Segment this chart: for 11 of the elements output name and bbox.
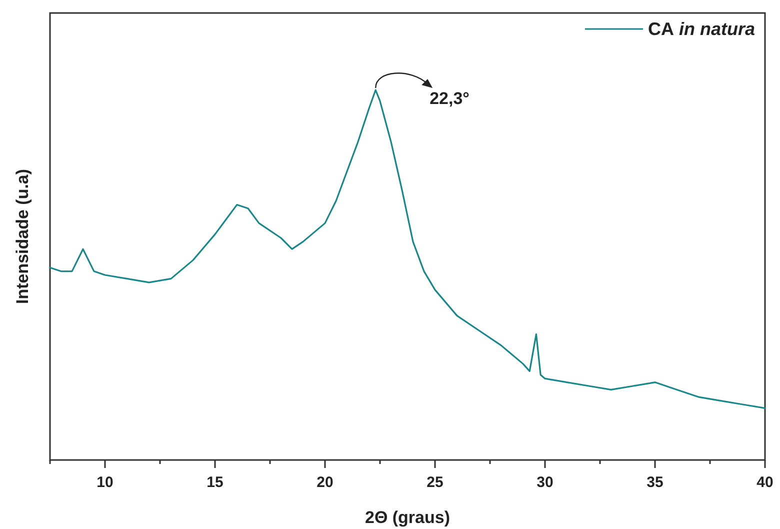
x-tick-label: 20 [316,474,334,491]
x-tick-label: 25 [426,474,444,491]
x-tick-label: 40 [756,474,774,491]
x-axis-title: 2Θ (graus) [364,508,450,527]
x-tick-label: 10 [96,474,114,491]
x-tick-label: 15 [206,474,224,491]
x-tick-label: 30 [536,474,554,491]
legend-label: CA in natura [648,19,755,39]
annotation: 22,3° [430,89,470,108]
y-axis-title: Intensidade (u.a) [13,168,32,304]
x-tick-label: 35 [646,474,664,491]
